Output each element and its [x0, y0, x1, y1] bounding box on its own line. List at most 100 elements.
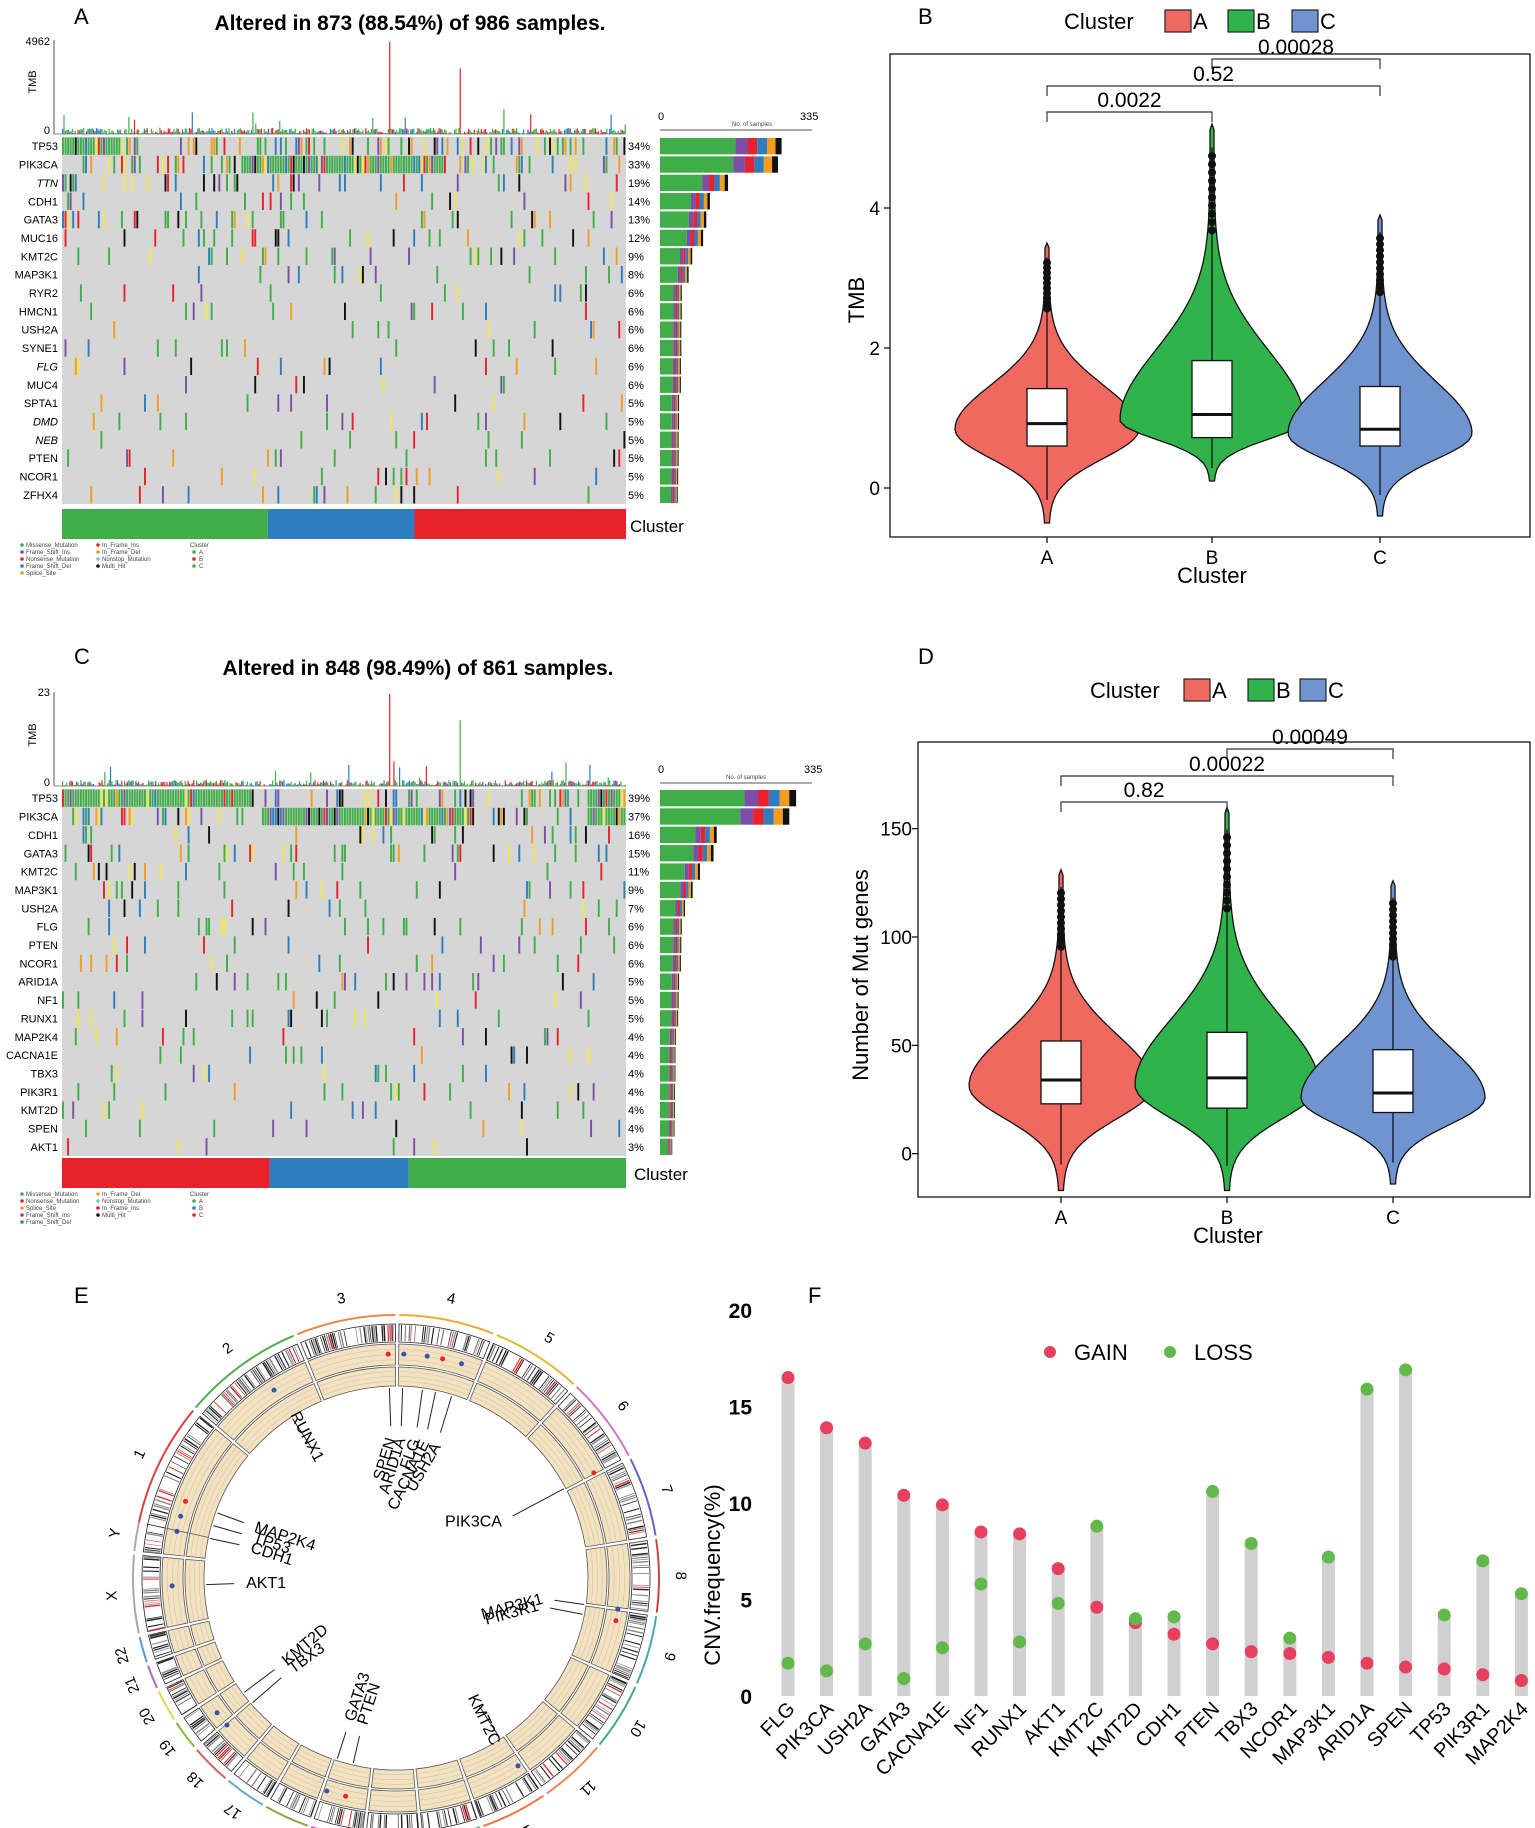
tmb-bar: [496, 783, 498, 786]
ideogram-band: [495, 1348, 504, 1364]
mutation-cell: [543, 137, 546, 155]
tmb-bar: [70, 780, 72, 786]
mutation-cell: [326, 1009, 328, 1028]
chromosome-outer-arc-6: [575, 1386, 630, 1457]
mutation-cell: [361, 1101, 364, 1119]
tmb-bar: [334, 128, 336, 134]
legend-cluster-item-c: C: [199, 1213, 204, 1219]
mutation-cell: [205, 302, 208, 320]
loss-dot-pik3ca: [820, 1664, 834, 1678]
gene-label-muc16: MUC16: [21, 233, 58, 245]
track-gridline: [571, 1488, 591, 1547]
outlier-point-c: [1376, 252, 1384, 261]
mutation-cell: [90, 155, 93, 174]
mutation-cell: [441, 137, 444, 155]
mutation-cell: [82, 137, 85, 155]
gene-label-tp53: TP53: [32, 141, 58, 153]
mutation-cell: [277, 155, 280, 174]
mutation-cell: [115, 881, 118, 899]
ideogram-band: [158, 1489, 174, 1497]
tmb-bar: [435, 132, 437, 134]
gene-label-dmd: DMD: [33, 416, 58, 428]
tmb-bar: [439, 782, 442, 786]
track-inner-12: [459, 1736, 515, 1778]
tmb-bar: [596, 781, 598, 786]
tmb-bar: [587, 133, 590, 134]
gene-bar-segment-kmt2c: [683, 248, 686, 265]
ideogram-band: [144, 1599, 161, 1602]
tmb-bar: [408, 780, 411, 786]
tmb-bar: [287, 783, 289, 786]
ideogram-band: [371, 1813, 375, 1828]
mutation-cell: [623, 137, 626, 155]
tmb-bar: [249, 132, 251, 134]
mutation-cell: [487, 431, 490, 449]
mutation-cell: [323, 357, 326, 376]
mutation-cell: [141, 1009, 144, 1028]
mutation-cell: [595, 467, 598, 486]
mutation-cell: [141, 789, 144, 807]
gene-bar-segment-flg: [660, 918, 674, 935]
violin-d-legend-swatch-a: [1183, 678, 1211, 702]
tmb-bar: [366, 131, 368, 134]
mutation-cell: [272, 155, 275, 174]
tmb-bar: [424, 781, 426, 786]
gene-bar-segment-ush2a: [681, 900, 684, 917]
mutation-cell: [62, 137, 64, 155]
tmb-bar: [270, 128, 272, 134]
mutation-cell: [208, 917, 211, 936]
track-gridline: [203, 1622, 210, 1642]
legend-cluster-item-a: A: [199, 1199, 203, 1205]
mutation-cell: [556, 137, 559, 155]
tmb-bar: [235, 133, 237, 134]
loss-dot-map2k4: [1514, 1587, 1528, 1601]
mutation-cell: [231, 229, 234, 247]
gene-bar-segment-map2k4: [671, 1028, 673, 1045]
gene-pct-kmt2c: 11%: [628, 867, 649, 879]
gene-label-tp53: TP53: [32, 793, 58, 805]
mutation-cell: [359, 881, 362, 899]
ytick-label-150: 150: [880, 820, 912, 841]
track-gridline: [479, 1376, 544, 1418]
gene-label-kmt2d: KMT2D: [21, 1105, 58, 1117]
track-gridline: [189, 1650, 198, 1670]
mutation-cell: [338, 954, 341, 972]
track-gridline: [245, 1396, 320, 1451]
tmb-bar: [118, 783, 120, 786]
ideogram-band: [245, 1373, 256, 1388]
mutation-cell: [587, 486, 590, 504]
ideogram-band: [547, 1383, 559, 1397]
mutation-cell: [220, 155, 223, 174]
mutation-cell: [244, 155, 246, 174]
chromosome-outer-arc-7: [629, 1458, 657, 1536]
track-gridline: [417, 1773, 462, 1784]
tmb-bar: [259, 781, 261, 786]
oncoplot-c-bar-axis-label: No. of samples: [726, 775, 766, 781]
mutation-cell: [305, 807, 308, 826]
mutation-cell: [508, 844, 510, 862]
gene-bar-segment-ryr2: [680, 284, 682, 302]
gene-bar-segment-tp53: [775, 138, 782, 155]
mutation-cell: [464, 155, 467, 174]
mutation-cell: [103, 210, 105, 229]
mutation-cell: [377, 789, 380, 807]
ideogram-band: [207, 1409, 220, 1421]
mutation-cell: [90, 844, 93, 862]
mutation-cell: [549, 881, 552, 899]
mutation-cell: [97, 137, 100, 155]
mutation-cell: [315, 155, 318, 174]
tmb-bar: [403, 129, 405, 134]
mutation-cell: [254, 155, 257, 174]
ideogram-band: [369, 1326, 372, 1343]
mutation-cell: [618, 807, 621, 826]
tmb-bar: [180, 132, 182, 134]
mutation-cell: [341, 137, 344, 155]
mutation-cell: [436, 155, 439, 174]
mutation-cell: [477, 412, 480, 431]
mutation-cell: [482, 1119, 485, 1138]
ideogram-band: [262, 1362, 272, 1377]
gene-bar-segment-flg: [673, 918, 676, 935]
mutation-cell: [315, 486, 318, 504]
outlier-point-b: [1223, 849, 1231, 858]
tmb-bar: [606, 128, 608, 134]
